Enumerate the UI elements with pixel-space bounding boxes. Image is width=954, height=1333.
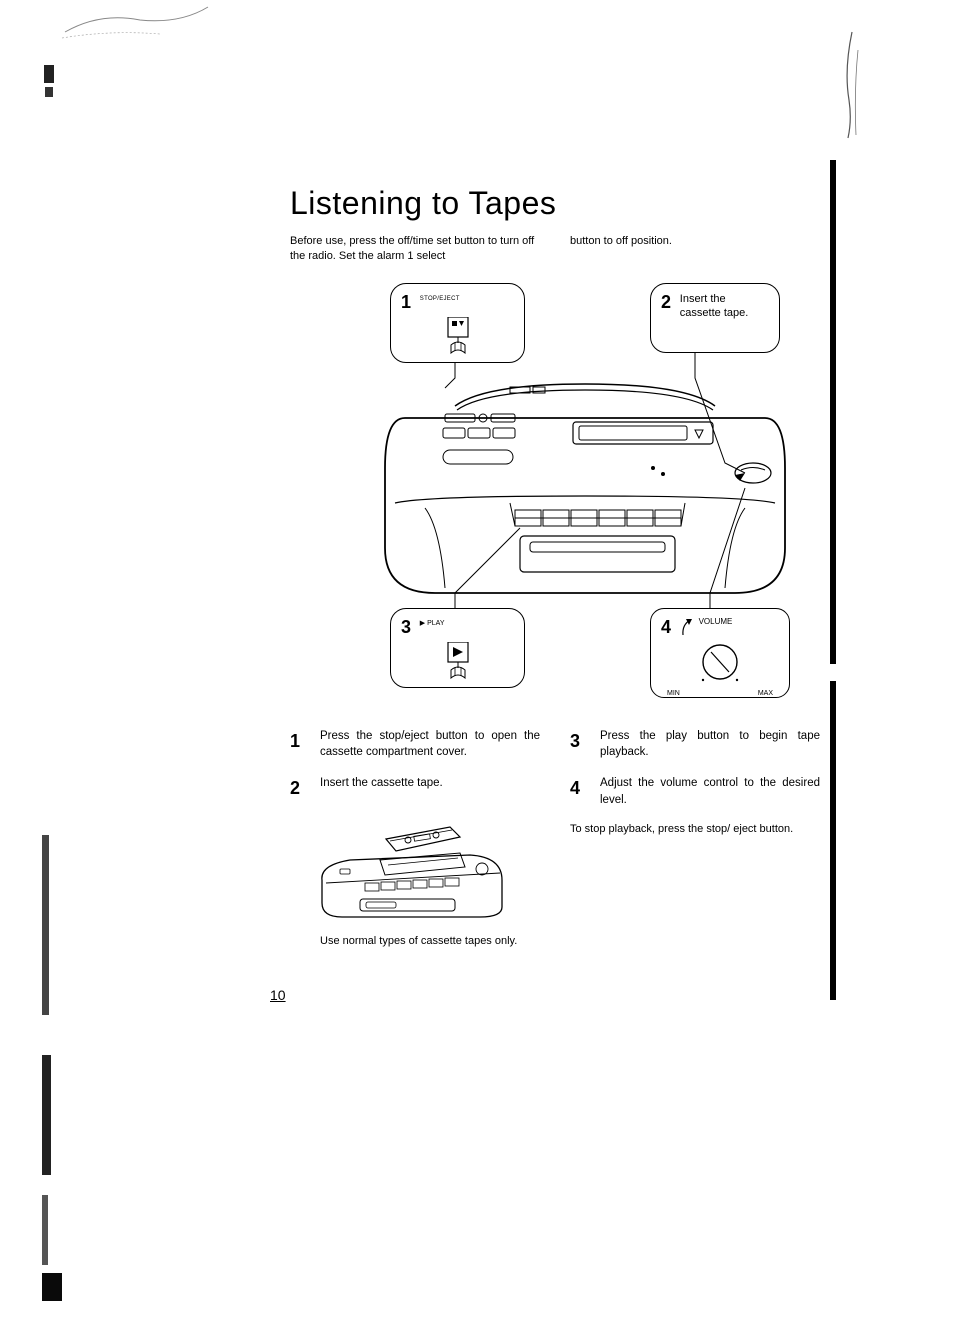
- callout-2-text: Insert the cassette tape.: [680, 292, 760, 321]
- intro-right: button to off position.: [570, 234, 770, 265]
- step-3-num: 3: [570, 728, 586, 761]
- main-diagram: 1 STOP/EJECT 2 Insert the cassette tape.: [340, 283, 820, 703]
- step-2: 2 Insert the cassette tape.: [290, 775, 540, 801]
- stop-eject-button-icon: [441, 317, 475, 355]
- callout-2-num: 2: [661, 292, 671, 313]
- scan-artifact-left-edge: [42, 55, 62, 1305]
- page-content: Listening to Tapes Before use, press the…: [290, 185, 840, 949]
- callout-3: 3 ▶ PLAY: [390, 608, 525, 688]
- callout-4-label: VOLUME: [699, 617, 733, 626]
- steps-left-column: 1 Press the stop/eject button to open th…: [290, 728, 540, 950]
- step-1-text: Press the stop/eject button to open the …: [320, 728, 540, 761]
- scan-artifact-top: [60, 2, 210, 42]
- page-number: 10: [270, 987, 286, 1003]
- page-title: Listening to Tapes: [290, 185, 840, 222]
- cassette-insert-illustration: [310, 825, 510, 920]
- callout-1: 1 STOP/EJECT: [390, 283, 525, 363]
- callout-1-num: 1: [401, 292, 411, 313]
- callout-3-label: ▶ PLAY: [420, 620, 445, 627]
- step-4-text: Adjust the volume control to the desired…: [600, 775, 820, 808]
- step-3-text: Press the play button to begin tape play…: [600, 728, 820, 761]
- scan-artifact-right-curve: [834, 30, 864, 140]
- volume-min-label: MIN: [667, 690, 680, 697]
- volume-arrow-icon: [680, 617, 696, 637]
- step-1: 1 Press the stop/eject button to open th…: [290, 728, 540, 761]
- steps-right-column: 3 Press the play button to begin tape pl…: [570, 728, 820, 950]
- tape-type-note: Use normal types of cassette tapes only.: [320, 934, 520, 949]
- stop-playback-note: To stop playback, press the stop/ eject …: [570, 822, 820, 837]
- volume-max-label: MAX: [758, 690, 773, 697]
- intro-text: Before use, press the off/time set butto…: [290, 234, 840, 265]
- volume-knob-icon: [695, 640, 745, 690]
- callout-1-label: STOP/EJECT: [420, 296, 460, 302]
- step-1-num: 1: [290, 728, 306, 761]
- steps-section: 1 Press the stop/eject button to open th…: [290, 728, 840, 950]
- step-2-num: 2: [290, 775, 306, 801]
- intro-left: Before use, press the off/time set butto…: [290, 234, 540, 265]
- callout-3-num: 3: [401, 617, 411, 638]
- step-4: 4 Adjust the volume control to the desir…: [570, 775, 820, 808]
- cassette-player-illustration: [365, 378, 805, 608]
- callout-2: 2 Insert the cassette tape.: [650, 283, 780, 353]
- step-3: 3 Press the play button to begin tape pl…: [570, 728, 820, 761]
- callout-4-num: 4: [661, 617, 671, 638]
- callout-4: 4 VOLUME MIN MAX: [650, 608, 790, 698]
- step-2-text: Insert the cassette tape.: [320, 775, 540, 801]
- step-4-num: 4: [570, 775, 586, 808]
- play-button-icon: [441, 642, 475, 680]
